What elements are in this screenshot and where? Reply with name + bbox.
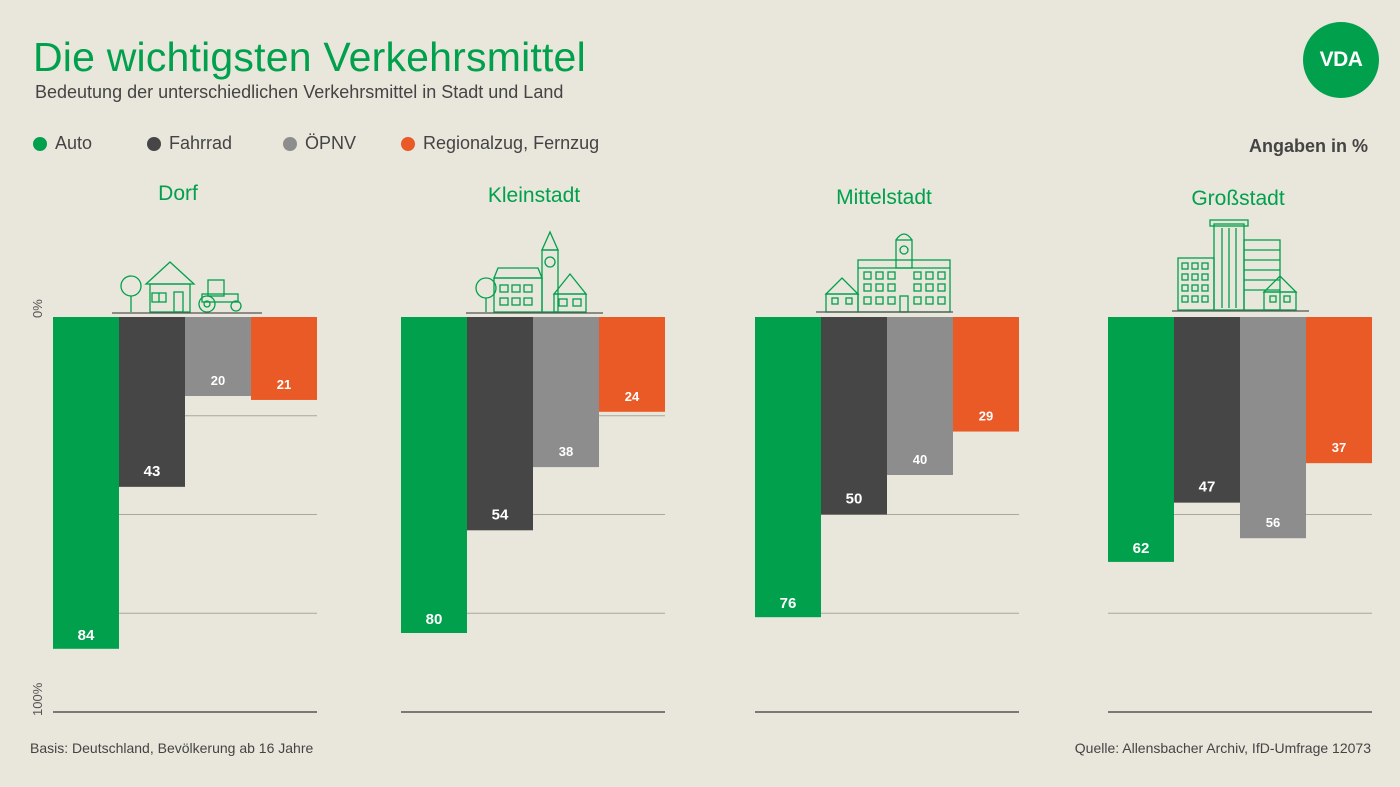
value-label: 37 [1332, 440, 1346, 455]
legend-item-auto: Auto [33, 133, 92, 154]
value-label: 29 [979, 409, 993, 424]
bar-kleinstadt-0 [401, 317, 467, 633]
village-icon [112, 261, 262, 314]
value-label: 80 [426, 611, 443, 628]
value-label: 47 [1199, 479, 1216, 496]
legend-label-auto: Auto [55, 133, 93, 153]
legend-item-fahrrad: Fahrrad [147, 133, 232, 154]
legend: Auto Fahrrad ÖPNV Regionalzug, Fernzug [33, 133, 733, 155]
legend-dot-zug [401, 136, 415, 151]
value-label: 20 [211, 373, 225, 388]
value-label: 38 [559, 444, 573, 459]
group-title-mittelstadt: Mittelstadt [836, 186, 932, 209]
group-title-kleinstadt: Kleinstadt [487, 184, 581, 207]
bar-dorf-3 [251, 317, 317, 400]
value-label: 62 [1133, 540, 1150, 557]
small-town-icon [466, 230, 603, 314]
bar-dorf-0 [53, 317, 119, 649]
legend-label-zug: Regionalzug, Fernzug [423, 133, 600, 153]
group-title-dorf: Dorf [158, 182, 198, 205]
value-label: 56 [1266, 515, 1280, 530]
value-label: 76 [780, 595, 797, 612]
footer-basis: Basis: Deutschland, Bevölkerung ab 16 Ja… [30, 740, 314, 756]
value-label: 84 [78, 627, 95, 644]
bar-kleinstadt-2 [533, 317, 599, 468]
legend-dot-oepnv [283, 136, 297, 151]
legend-dot-auto [33, 136, 47, 151]
bar-dorf-1 [119, 317, 185, 487]
page-subtitle: Bedeutung der unterschiedlichen Verkehrs… [35, 82, 564, 102]
value-label: 54 [492, 506, 509, 523]
page-title: Die wichtigsten Verkehrsmittel [33, 34, 586, 80]
value-label: 21 [277, 377, 291, 392]
city-icon [1172, 219, 1309, 312]
legend-item-oepnv: ÖPNV [283, 133, 356, 154]
vda-logo: VDA [1303, 22, 1379, 98]
value-label: 43 [144, 463, 161, 480]
unit-note: Angaben in % [1248, 136, 1368, 156]
bar-großstadt-3 [1306, 317, 1372, 464]
legend-label-fahrrad: Fahrrad [169, 133, 233, 153]
mid-town-icon [816, 233, 953, 313]
legend-label-oepnv: ÖPNV [305, 133, 357, 153]
bar-mittelstadt-0 [755, 317, 821, 618]
bar-mittelstadt-1 [821, 317, 887, 515]
group-title-grossstadt: Großstadt [1191, 187, 1285, 210]
bar-kleinstadt-3 [599, 317, 665, 412]
value-label: 50 [846, 491, 863, 508]
value-label: 40 [913, 452, 927, 467]
bar-großstadt-1 [1174, 317, 1240, 503]
bars: 84 43 20 21 80 54 38 24 76 50 40 29 62 47 56 37 [53, 317, 1372, 649]
legend-dot-fahrrad [147, 136, 161, 151]
bar-mittelstadt-2 [887, 317, 953, 475]
legend-item-zug: Regionalzug, Fernzug [401, 133, 599, 154]
bar-großstadt-2 [1240, 317, 1306, 539]
footer-source: Quelle: Allensbacher Archiv, IfD-Umfrage… [1074, 740, 1371, 756]
bar-kleinstadt-1 [467, 317, 533, 531]
bar-großstadt-0 [1108, 317, 1174, 562]
bar-mittelstadt-3 [953, 317, 1019, 432]
bar-dorf-2 [185, 317, 251, 396]
value-label: 24 [625, 389, 640, 404]
